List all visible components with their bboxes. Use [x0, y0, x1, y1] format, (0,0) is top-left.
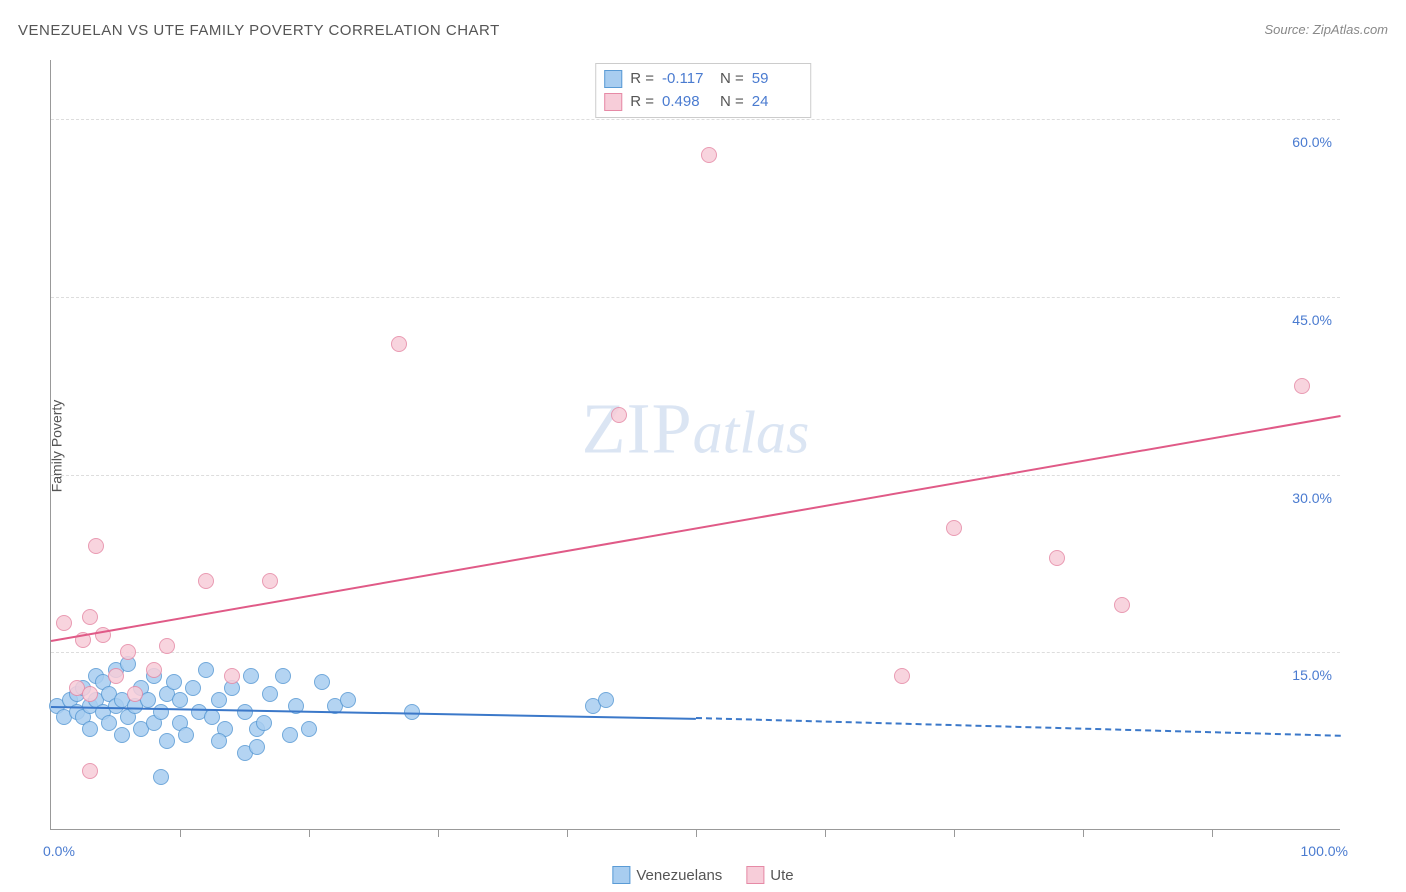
trend-line	[51, 415, 1341, 642]
legend-swatch	[604, 93, 622, 111]
data-point	[340, 692, 356, 708]
data-point	[894, 668, 910, 684]
data-point	[82, 721, 98, 737]
legend-item: Venezuelans	[612, 866, 722, 884]
gridline	[51, 652, 1340, 653]
watermark-light: atlas	[693, 400, 810, 466]
data-point	[598, 692, 614, 708]
data-point	[391, 336, 407, 352]
data-point	[198, 573, 214, 589]
n-value: 59	[752, 68, 802, 91]
data-point	[120, 644, 136, 660]
data-point	[108, 668, 124, 684]
data-point	[82, 763, 98, 779]
legend-swatch	[604, 70, 622, 88]
trend-line	[696, 717, 1341, 737]
x-tick	[954, 829, 955, 837]
data-point	[178, 727, 194, 743]
n-label: N =	[720, 91, 744, 114]
legend-label: Ute	[770, 867, 793, 884]
x-tick-label: 100.0%	[1301, 843, 1348, 859]
r-value: -0.117	[662, 68, 712, 91]
watermark-bold: ZIP	[582, 389, 693, 469]
y-tick-label: 60.0%	[1292, 134, 1332, 150]
data-point	[56, 615, 72, 631]
stats-legend-row: R = -0.117 N = 59	[604, 68, 802, 91]
x-tick	[825, 829, 826, 837]
data-point	[146, 662, 162, 678]
data-point	[198, 662, 214, 678]
data-point	[211, 733, 227, 749]
data-point	[88, 538, 104, 554]
data-point	[1114, 597, 1130, 613]
data-point	[249, 739, 265, 755]
y-tick-label: 15.0%	[1292, 667, 1332, 683]
legend-swatch	[612, 866, 630, 884]
data-point	[166, 674, 182, 690]
data-point	[611, 407, 627, 423]
series-legend: Venezuelans Ute	[612, 866, 793, 884]
data-point	[153, 769, 169, 785]
gridline	[51, 297, 1340, 298]
data-point	[159, 733, 175, 749]
data-point	[1294, 378, 1310, 394]
data-point	[172, 692, 188, 708]
data-point	[204, 709, 220, 725]
data-point	[262, 573, 278, 589]
data-point	[114, 727, 130, 743]
y-tick-label: 30.0%	[1292, 490, 1332, 506]
x-tick	[180, 829, 181, 837]
data-point	[301, 721, 317, 737]
data-point	[159, 638, 175, 654]
chart-title: VENEZUELAN VS UTE FAMILY POVERTY CORRELA…	[18, 22, 500, 39]
data-point	[282, 727, 298, 743]
data-point	[1049, 550, 1065, 566]
x-tick	[1212, 829, 1213, 837]
data-point	[946, 520, 962, 536]
n-value: 24	[752, 91, 802, 114]
gridline	[51, 119, 1340, 120]
legend-swatch	[746, 866, 764, 884]
legend-item: Ute	[746, 866, 793, 884]
data-point	[256, 715, 272, 731]
x-tick	[438, 829, 439, 837]
x-tick-label: 0.0%	[43, 843, 75, 859]
watermark: ZIPatlas	[582, 388, 810, 471]
r-label: R =	[630, 91, 654, 114]
data-point	[153, 704, 169, 720]
data-point	[701, 147, 717, 163]
data-point	[82, 686, 98, 702]
data-point	[211, 692, 227, 708]
data-point	[262, 686, 278, 702]
data-point	[314, 674, 330, 690]
y-tick-label: 45.0%	[1292, 312, 1332, 328]
data-point	[127, 686, 143, 702]
r-value: 0.498	[662, 91, 712, 114]
data-point	[101, 715, 117, 731]
data-point	[82, 609, 98, 625]
data-point	[275, 668, 291, 684]
chart-container: VENEZUELAN VS UTE FAMILY POVERTY CORRELA…	[0, 0, 1406, 892]
legend-label: Venezuelans	[636, 867, 722, 884]
x-tick	[1083, 829, 1084, 837]
n-label: N =	[720, 68, 744, 91]
r-label: R =	[630, 68, 654, 91]
data-point	[243, 668, 259, 684]
x-tick	[309, 829, 310, 837]
plot-area: ZIPatlas 15.0%30.0%45.0%60.0%0.0%100.0%	[50, 60, 1340, 830]
stats-legend: R = -0.117 N = 59 R = 0.498 N = 24	[595, 63, 811, 118]
x-tick	[567, 829, 568, 837]
gridline	[51, 475, 1340, 476]
stats-legend-row: R = 0.498 N = 24	[604, 91, 802, 114]
source-label: Source: ZipAtlas.com	[1264, 22, 1388, 37]
data-point	[224, 668, 240, 684]
x-tick	[696, 829, 697, 837]
data-point	[185, 680, 201, 696]
